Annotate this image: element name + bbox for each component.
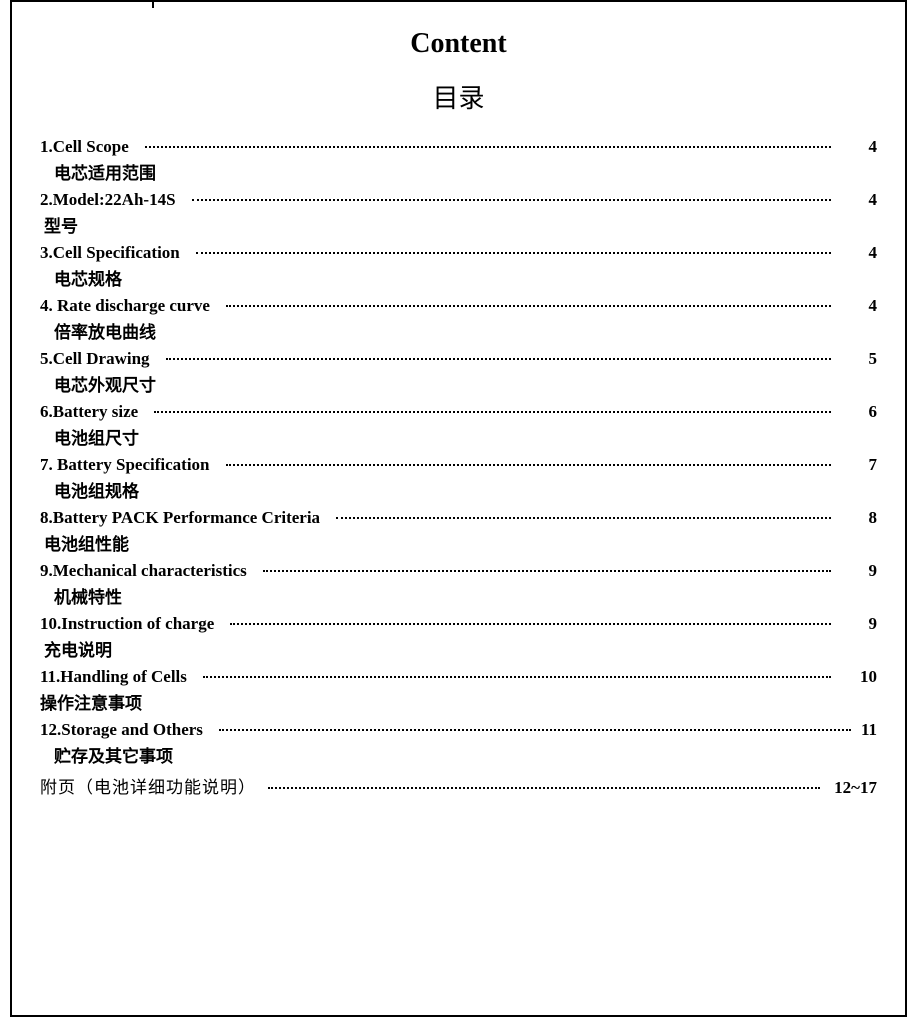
- page-frame: Content 目录 1.Cell Scope 4 电芯适用范围 2.Model…: [10, 0, 907, 1017]
- toc-label: 12.Storage and Others: [40, 720, 213, 740]
- toc-leader: [230, 623, 831, 625]
- table-of-contents: 1.Cell Scope 4 电芯适用范围 2.Model:22Ah-14S 4…: [40, 137, 877, 798]
- toc-row: 6.Battery size 6: [40, 402, 877, 422]
- toc-row: 3.Cell Specification 4: [40, 243, 877, 263]
- toc-entry: 11.Handling of Cells 10 操作注意事项: [40, 667, 877, 714]
- toc-label: 7. Battery Specification: [40, 455, 220, 475]
- toc-leader: [268, 787, 820, 789]
- title-english: Content: [40, 28, 877, 60]
- toc-leader: [154, 411, 831, 413]
- toc-row: 4. Rate discharge curve 4: [40, 296, 877, 316]
- toc-row: 9.Mechanical characteristics 9: [40, 561, 877, 581]
- toc-label-zh: 电芯规格: [40, 265, 877, 290]
- toc-label-zh: 电池组规格: [40, 477, 877, 502]
- toc-entry: 6.Battery size 6 电池组尺寸: [40, 402, 877, 449]
- toc-page-number: 6: [837, 402, 877, 422]
- toc-label: 8.Battery PACK Performance Criteria: [40, 508, 330, 528]
- toc-entry: 3.Cell Specification 4 电芯规格: [40, 243, 877, 290]
- top-border-tick: [152, 0, 154, 8]
- toc-row: 2.Model:22Ah-14S 4: [40, 190, 877, 210]
- toc-entry: 7. Battery Specification 7 电池组规格: [40, 455, 877, 502]
- toc-page-number: 4: [837, 296, 877, 316]
- toc-page-number: 4: [837, 190, 877, 210]
- toc-page-number: 7: [837, 455, 877, 475]
- toc-leader: [336, 517, 831, 519]
- toc-row: 10.Instruction of charge 9: [40, 614, 877, 634]
- toc-entry: 1.Cell Scope 4 电芯适用范围: [40, 137, 877, 184]
- toc-entry: 8.Battery PACK Performance Criteria 8 电池…: [40, 508, 877, 555]
- toc-label-zh: 电池组性能: [40, 530, 877, 555]
- toc-row: 12.Storage and Others 11: [40, 720, 877, 740]
- toc-page-number: 9: [837, 561, 877, 581]
- toc-row: 1.Cell Scope 4: [40, 137, 877, 157]
- appendix-row: 附页（电池详细功能说明） 12~17: [40, 773, 877, 798]
- toc-entry: 5.Cell Drawing 5 电芯外观尺寸: [40, 349, 877, 396]
- toc-leader: [145, 146, 831, 148]
- appendix-label: 附页（电池详细功能说明）: [40, 773, 262, 798]
- toc-page-number: 5: [837, 349, 877, 369]
- toc-leader: [166, 358, 831, 360]
- toc-label: 3.Cell Specification: [40, 243, 190, 263]
- toc-label: 4. Rate discharge curve: [40, 296, 220, 316]
- toc-label: 9.Mechanical characteristics: [40, 561, 257, 581]
- toc-label: 11.Handling of Cells: [40, 667, 197, 687]
- toc-row: 11.Handling of Cells 10: [40, 667, 877, 687]
- title-chinese: 目录: [40, 78, 877, 115]
- toc-leader: [226, 464, 832, 466]
- toc-label-zh: 机械特性: [40, 583, 877, 608]
- toc-entry: 9.Mechanical characteristics 9 机械特性: [40, 561, 877, 608]
- toc-entry: 12.Storage and Others 11 贮存及其它事项: [40, 720, 877, 767]
- toc-page-number: 9: [837, 614, 877, 634]
- toc-entry: 4. Rate discharge curve 4 倍率放电曲线: [40, 296, 877, 343]
- toc-page-number: 8: [837, 508, 877, 528]
- toc-leader: [226, 305, 831, 307]
- toc-label-zh: 倍率放电曲线: [40, 318, 877, 343]
- toc-label-zh: 电芯适用范围: [40, 159, 877, 184]
- toc-label-zh: 充电说明: [40, 636, 877, 661]
- toc-label-zh: 型号: [40, 212, 877, 237]
- toc-row: 8.Battery PACK Performance Criteria 8: [40, 508, 877, 528]
- toc-entry: 10.Instruction of charge 9 充电说明: [40, 614, 877, 661]
- toc-row: 5.Cell Drawing 5: [40, 349, 877, 369]
- toc-label: 2.Model:22Ah-14S: [40, 190, 186, 210]
- toc-leader: [203, 676, 831, 678]
- toc-entry: 2.Model:22Ah-14S 4 型号: [40, 190, 877, 237]
- toc-label: 6.Battery size: [40, 402, 148, 422]
- toc-leader: [219, 729, 851, 731]
- toc-label-zh: 电芯外观尺寸: [40, 371, 877, 396]
- toc-leader: [192, 199, 831, 201]
- toc-label-zh: 操作注意事项: [40, 689, 877, 714]
- toc-page-number: 10: [837, 667, 877, 687]
- toc-label-zh: 电池组尺寸: [40, 424, 877, 449]
- toc-leader: [263, 570, 831, 572]
- toc-label: 10.Instruction of charge: [40, 614, 224, 634]
- toc-row: 7. Battery Specification 7: [40, 455, 877, 475]
- appendix-page-number: 12~17: [826, 778, 877, 798]
- toc-label: 5.Cell Drawing: [40, 349, 160, 369]
- toc-leader: [196, 252, 831, 254]
- toc-page-number: 4: [837, 137, 877, 157]
- toc-page-number: 11: [857, 720, 877, 740]
- toc-label: 1.Cell Scope: [40, 137, 139, 157]
- toc-label-zh: 贮存及其它事项: [40, 742, 877, 767]
- toc-page-number: 4: [837, 243, 877, 263]
